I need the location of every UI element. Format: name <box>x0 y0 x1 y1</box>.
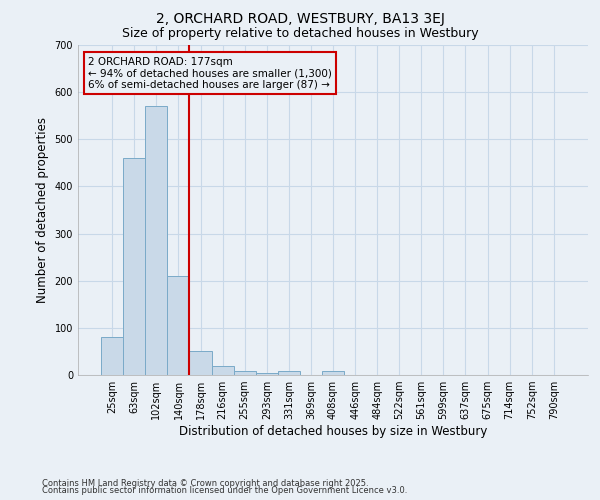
Bar <box>167 276 190 375</box>
Bar <box>233 371 256 375</box>
Bar <box>190 352 212 375</box>
Text: Contains HM Land Registry data © Crown copyright and database right 2025.: Contains HM Land Registry data © Crown c… <box>42 478 368 488</box>
Bar <box>145 106 167 375</box>
Bar <box>212 366 233 375</box>
Bar <box>256 372 278 375</box>
Y-axis label: Number of detached properties: Number of detached properties <box>36 117 49 303</box>
Bar <box>123 158 145 375</box>
Bar <box>278 371 300 375</box>
Bar <box>322 371 344 375</box>
Text: Size of property relative to detached houses in Westbury: Size of property relative to detached ho… <box>122 28 478 40</box>
X-axis label: Distribution of detached houses by size in Westbury: Distribution of detached houses by size … <box>179 425 487 438</box>
Bar <box>101 338 123 375</box>
Text: Contains public sector information licensed under the Open Government Licence v3: Contains public sector information licen… <box>42 486 407 495</box>
Text: 2 ORCHARD ROAD: 177sqm
← 94% of detached houses are smaller (1,300)
6% of semi-d: 2 ORCHARD ROAD: 177sqm ← 94% of detached… <box>88 56 332 90</box>
Text: 2, ORCHARD ROAD, WESTBURY, BA13 3EJ: 2, ORCHARD ROAD, WESTBURY, BA13 3EJ <box>155 12 445 26</box>
